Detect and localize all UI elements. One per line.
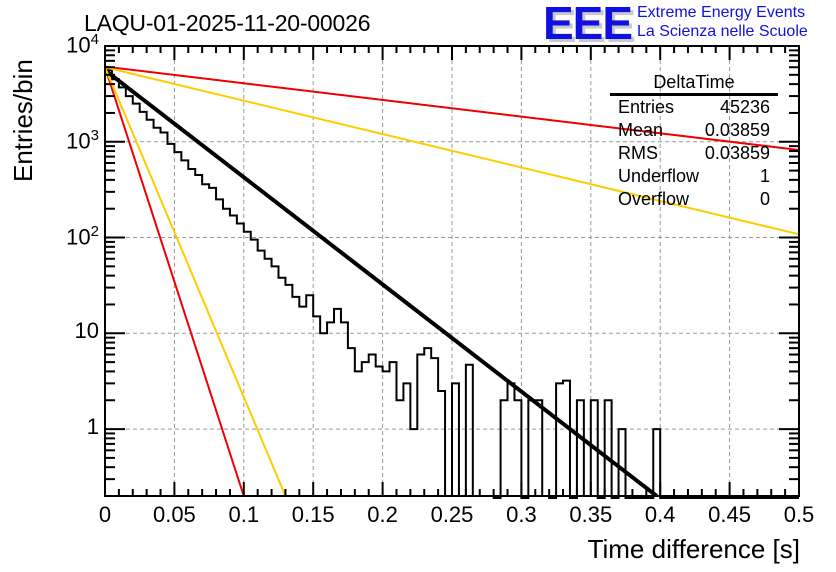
- stats-key: Entries: [618, 97, 675, 117]
- histogram-outline: [105, 69, 799, 499]
- x-tick-label: 0.3: [506, 502, 537, 527]
- stats-row-rms: RMS 0.03859: [612, 142, 778, 165]
- curve-yellow-slow: [105, 66, 799, 236]
- curve-fit: [105, 68, 658, 496]
- y-tick-base: 10: [66, 128, 91, 154]
- logo-mark: EEE: [543, 0, 633, 49]
- x-tick-label: 0.35: [569, 502, 613, 527]
- y-axis-label: Entries/bin: [8, 59, 38, 182]
- x-tick-label: 0.05: [152, 502, 196, 527]
- stats-row-underflow: Underflow 1: [612, 165, 778, 188]
- stats-row-entries: Entries 45236: [612, 96, 778, 119]
- stats-key: Underflow: [618, 166, 700, 186]
- stats-key: Overflow: [618, 189, 690, 209]
- y-tick-label: 1: [39, 414, 99, 440]
- x-tick-label: 0.15: [291, 502, 335, 527]
- fit-curves: [105, 65, 799, 496]
- stats-row-mean: Mean 0.03859: [612, 119, 778, 142]
- stats-title: DeltaTime: [610, 72, 778, 96]
- curve-red-fast: [105, 66, 245, 496]
- plot-frame: [104, 45, 800, 497]
- stats-key: RMS: [618, 143, 658, 163]
- x-axis-label: Time difference [s]: [587, 534, 800, 564]
- x-tick-label: 0.4: [644, 502, 676, 527]
- x-tick-label: 0.45: [708, 502, 752, 527]
- y-tick-base: 10: [66, 223, 91, 249]
- stats-key: Mean: [618, 120, 664, 140]
- stats-row-overflow: Overflow 0: [612, 188, 778, 211]
- y-tick-label: 102: [39, 223, 99, 250]
- x-tick-label: 0.25: [430, 502, 474, 527]
- logo-line-2: La Scienza nelle Scuole: [637, 23, 808, 40]
- histogram: [105, 69, 799, 499]
- y-tick-exponent: 3: [90, 126, 99, 144]
- y-tick-base: 10: [66, 32, 91, 58]
- x-tick-label: 0.2: [367, 502, 398, 527]
- curve-red-slow: [105, 65, 799, 152]
- stats-value: 1: [759, 166, 770, 186]
- y-tick-exponent: 2: [90, 222, 99, 240]
- y-tick-base: 1: [86, 414, 99, 440]
- y-tick-base: 10: [74, 318, 99, 344]
- y-tick-exponent: 4: [90, 31, 99, 48]
- y-tick-label: 104: [39, 31, 99, 58]
- stats-value: 45236: [719, 97, 770, 117]
- chart-title: LAQU-01-2025-11-20-00026: [84, 10, 371, 36]
- x-tick-label: 0.1: [228, 502, 260, 527]
- x-tick-label: 0.5: [783, 502, 815, 527]
- stats-box: DeltaTime Entries 45236 Mean 0.03859 RMS 0.…: [610, 72, 778, 211]
- y-tick-label: 10: [39, 318, 99, 344]
- y-tick-label: 103: [39, 127, 99, 154]
- x-tick-label: 0: [98, 502, 112, 527]
- stats-value: 0.03859: [704, 143, 770, 163]
- logo-line-1: Extreme Energy Events: [637, 4, 806, 21]
- stats-value: 0.03859: [704, 120, 770, 140]
- stats-value: 0: [759, 189, 770, 209]
- curve-yellow-fast: [105, 66, 287, 496]
